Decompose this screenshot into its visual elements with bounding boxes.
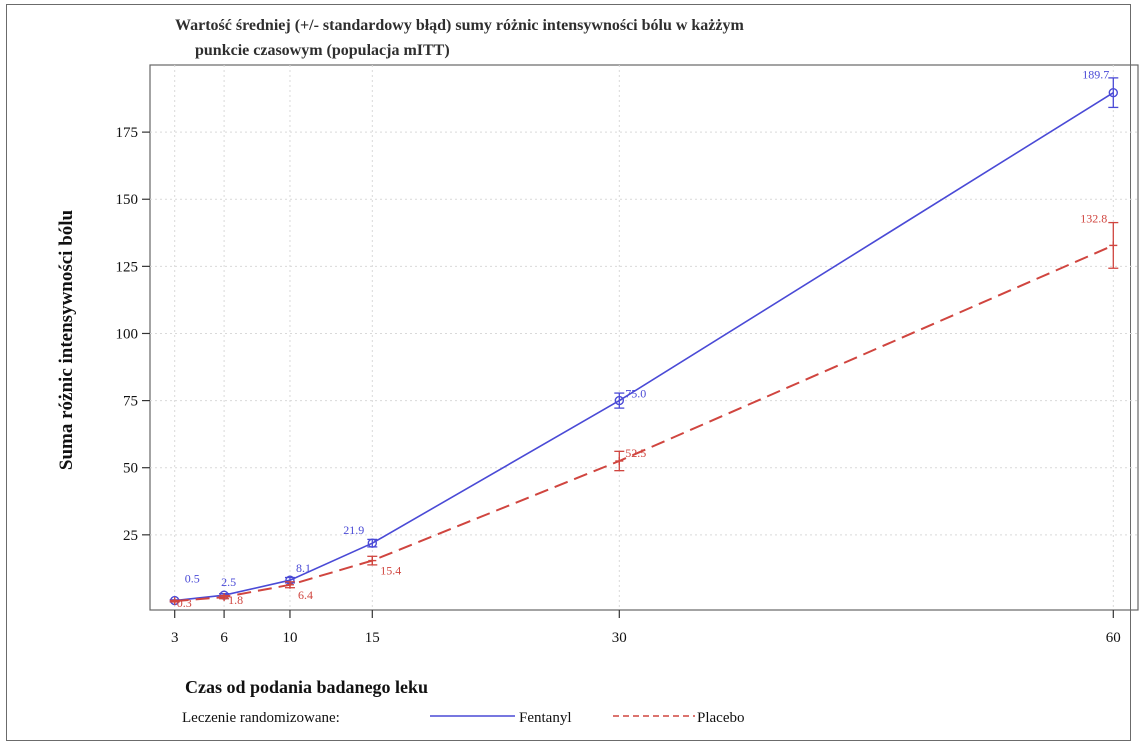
y-tick-label: 50 [123, 461, 138, 477]
legend-title: Leczenie randomizowane: [182, 710, 340, 726]
y-tick-label: 125 [116, 259, 139, 275]
x-axis: 3 6 10 15 30 60 [171, 610, 1121, 646]
x-tick-label: 15 [365, 630, 380, 646]
y-tick-label: 150 [116, 192, 139, 208]
series-layer: 0.5 2.5 8.1 21.9 75.0 189.7 0.3 1.8 6.4 15.4 52.5 1… [169, 68, 1119, 610]
data-label-fentanyl: 189.7 [1082, 68, 1109, 82]
x-tick-label: 6 [220, 630, 228, 646]
series-line-fentanyl [174, 92, 1114, 602]
y-tick-label: 175 [116, 125, 139, 141]
series-line-placebo [174, 244, 1114, 603]
y-axis: 25 50 75 100 125 150 175 [116, 125, 150, 544]
legend: Leczenie randomizowane: Fentanyl Placebo [182, 710, 744, 726]
y-axis-label: Suma różnic intensywności bólu [56, 209, 77, 470]
data-label-fentanyl: 2.5 [221, 575, 236, 589]
x-tick-label: 30 [612, 630, 627, 646]
plot-area [149, 64, 1139, 611]
y-tick-label: 100 [116, 326, 139, 342]
chart-title-line2: punkcie czasowym (populacja mITT) [195, 42, 450, 59]
data-label-placebo: 15.4 [380, 564, 401, 578]
data-label-fentanyl: 75.0 [625, 387, 646, 401]
y-tick-label: 25 [123, 528, 138, 544]
data-label-placebo: 0.3 [177, 596, 192, 610]
data-label-fentanyl: 0.5 [185, 572, 200, 586]
chart-frame [6, 4, 1131, 741]
x-axis-label: Czas od podania badanego leku [185, 677, 428, 697]
data-point-fentanyl [614, 395, 624, 406]
data-label-placebo: 52.5 [625, 446, 646, 460]
data-point-fentanyl [1108, 87, 1119, 98]
data-label-placebo: 6.4 [298, 588, 313, 602]
grid-lines [150, 65, 1138, 610]
data-label-fentanyl: 8.1 [296, 561, 311, 575]
y-tick-label: 75 [123, 394, 138, 410]
chart-title: Wartość średniej (+/- standardowy błąd) … [175, 17, 745, 34]
data-label-fentanyl: 21.9 [343, 523, 364, 537]
data-label-placebo: 132.8 [1080, 211, 1107, 225]
legend-label-placebo: Placebo [697, 710, 744, 726]
data-label-placebo: 1.8 [228, 593, 243, 607]
x-tick-label: 3 [171, 630, 179, 646]
x-tick-label: 10 [282, 630, 297, 646]
legend-label-fentanyl: Fentanyl [519, 710, 572, 726]
data-point-fentanyl [367, 538, 377, 548]
x-tick-label: 60 [1106, 630, 1121, 646]
